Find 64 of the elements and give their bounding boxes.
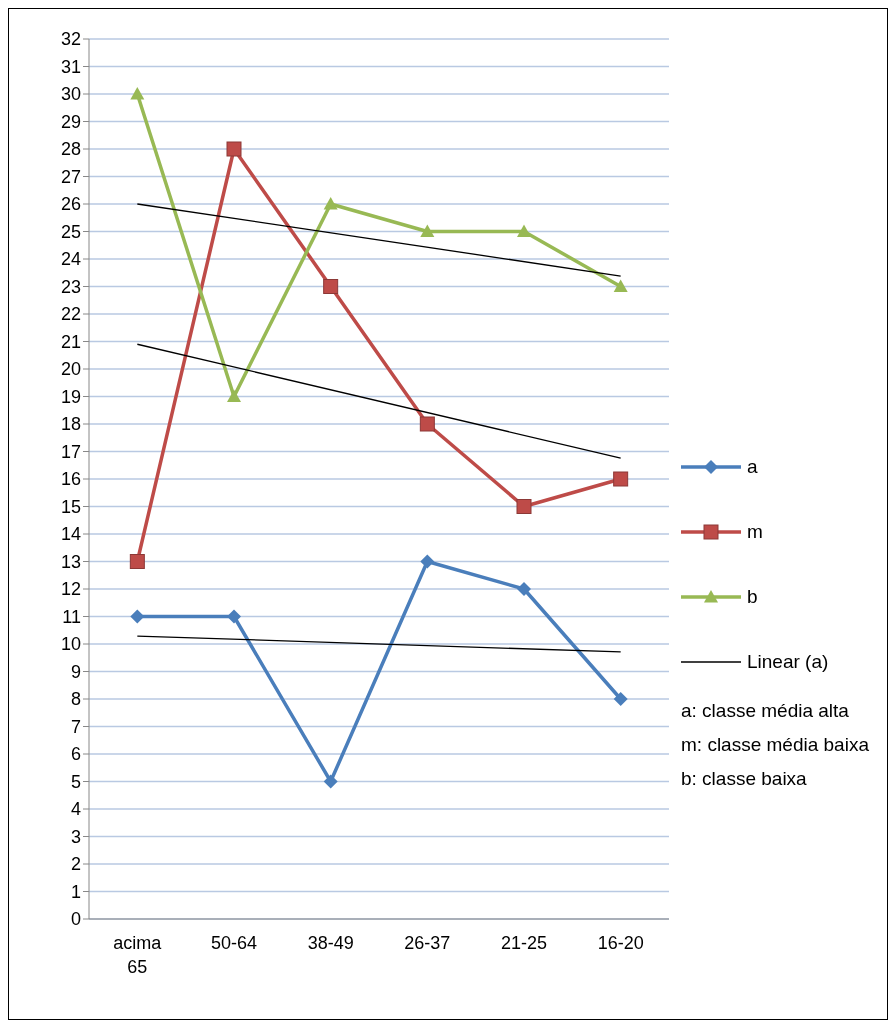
y-tick-label: 20 xyxy=(60,359,81,380)
point xyxy=(323,197,338,210)
legend-label: Linear (a) xyxy=(747,650,829,673)
y-tick-label: 16 xyxy=(60,469,81,490)
y-tick-label: 19 xyxy=(60,386,81,407)
y-tick-label: 25 xyxy=(60,221,81,242)
point xyxy=(130,609,145,624)
y-tick-label: 30 xyxy=(60,84,81,105)
point xyxy=(517,224,531,238)
y-tick-label: 10 xyxy=(60,634,81,655)
y-tick-label: 5 xyxy=(70,771,81,792)
x-tick-label: 50-64 xyxy=(210,933,258,953)
y-tick-label: 18 xyxy=(60,414,81,435)
point xyxy=(613,692,628,706)
text: m: classe média baixa xyxy=(681,733,870,757)
point xyxy=(419,416,435,432)
point xyxy=(516,499,532,514)
y-tick-label: 31 xyxy=(60,56,81,77)
y-tick-label: 23 xyxy=(60,276,81,297)
point xyxy=(226,141,242,157)
y-tick-label: 11 xyxy=(62,606,81,627)
y-tick-label: 9 xyxy=(70,661,81,682)
y-tick-label: 8 xyxy=(70,689,81,710)
legend-label: m xyxy=(747,520,763,543)
point xyxy=(129,554,145,569)
y-tick-label: 12 xyxy=(60,579,81,600)
text: b: classe baixa xyxy=(681,767,808,791)
y-tick-label: 24 xyxy=(60,249,81,270)
y-tick-label: 2 xyxy=(70,854,81,875)
point xyxy=(613,471,629,487)
x-tick-label: acima 65 xyxy=(113,933,163,977)
point xyxy=(613,279,628,293)
text: a: classe média alta xyxy=(681,699,850,723)
x-tick-label: 16-20 xyxy=(597,933,644,953)
y-tick-label: 7 xyxy=(70,716,81,737)
point xyxy=(323,279,339,294)
y-tick-label: 21 xyxy=(60,331,81,352)
y-tick-label: 26 xyxy=(60,194,81,215)
point xyxy=(420,554,435,569)
y-tick-label: 28 xyxy=(60,139,81,160)
legend-label: b xyxy=(747,585,758,608)
point xyxy=(420,224,435,238)
y-tick-label: 17 xyxy=(60,441,81,462)
y-tick-label: 29 xyxy=(60,111,81,132)
x-tick-label: 26-37 xyxy=(404,933,451,953)
y-tick-label: 27 xyxy=(60,166,81,187)
y-tick-label: 3 xyxy=(70,826,81,847)
y-tick-label: 15 xyxy=(60,496,81,517)
y-tick-label: 4 xyxy=(70,799,81,820)
y-tick-label: 14 xyxy=(60,524,81,545)
y-tick-label: 1 xyxy=(70,881,81,902)
point xyxy=(323,774,338,789)
y-tick-label: 0 xyxy=(70,909,81,930)
legend-label: a xyxy=(747,455,758,478)
y-tick-label: 13 xyxy=(60,551,81,572)
y-tick-label: 32 xyxy=(60,29,81,50)
point xyxy=(227,609,241,624)
y-tick-label: 6 xyxy=(70,744,81,765)
x-tick-label: 21-25 xyxy=(500,933,548,953)
y-tick-label: 22 xyxy=(60,304,81,325)
point xyxy=(227,389,241,403)
point xyxy=(517,582,531,596)
x-tick-label: 38-49 xyxy=(307,933,354,953)
point xyxy=(130,87,145,100)
